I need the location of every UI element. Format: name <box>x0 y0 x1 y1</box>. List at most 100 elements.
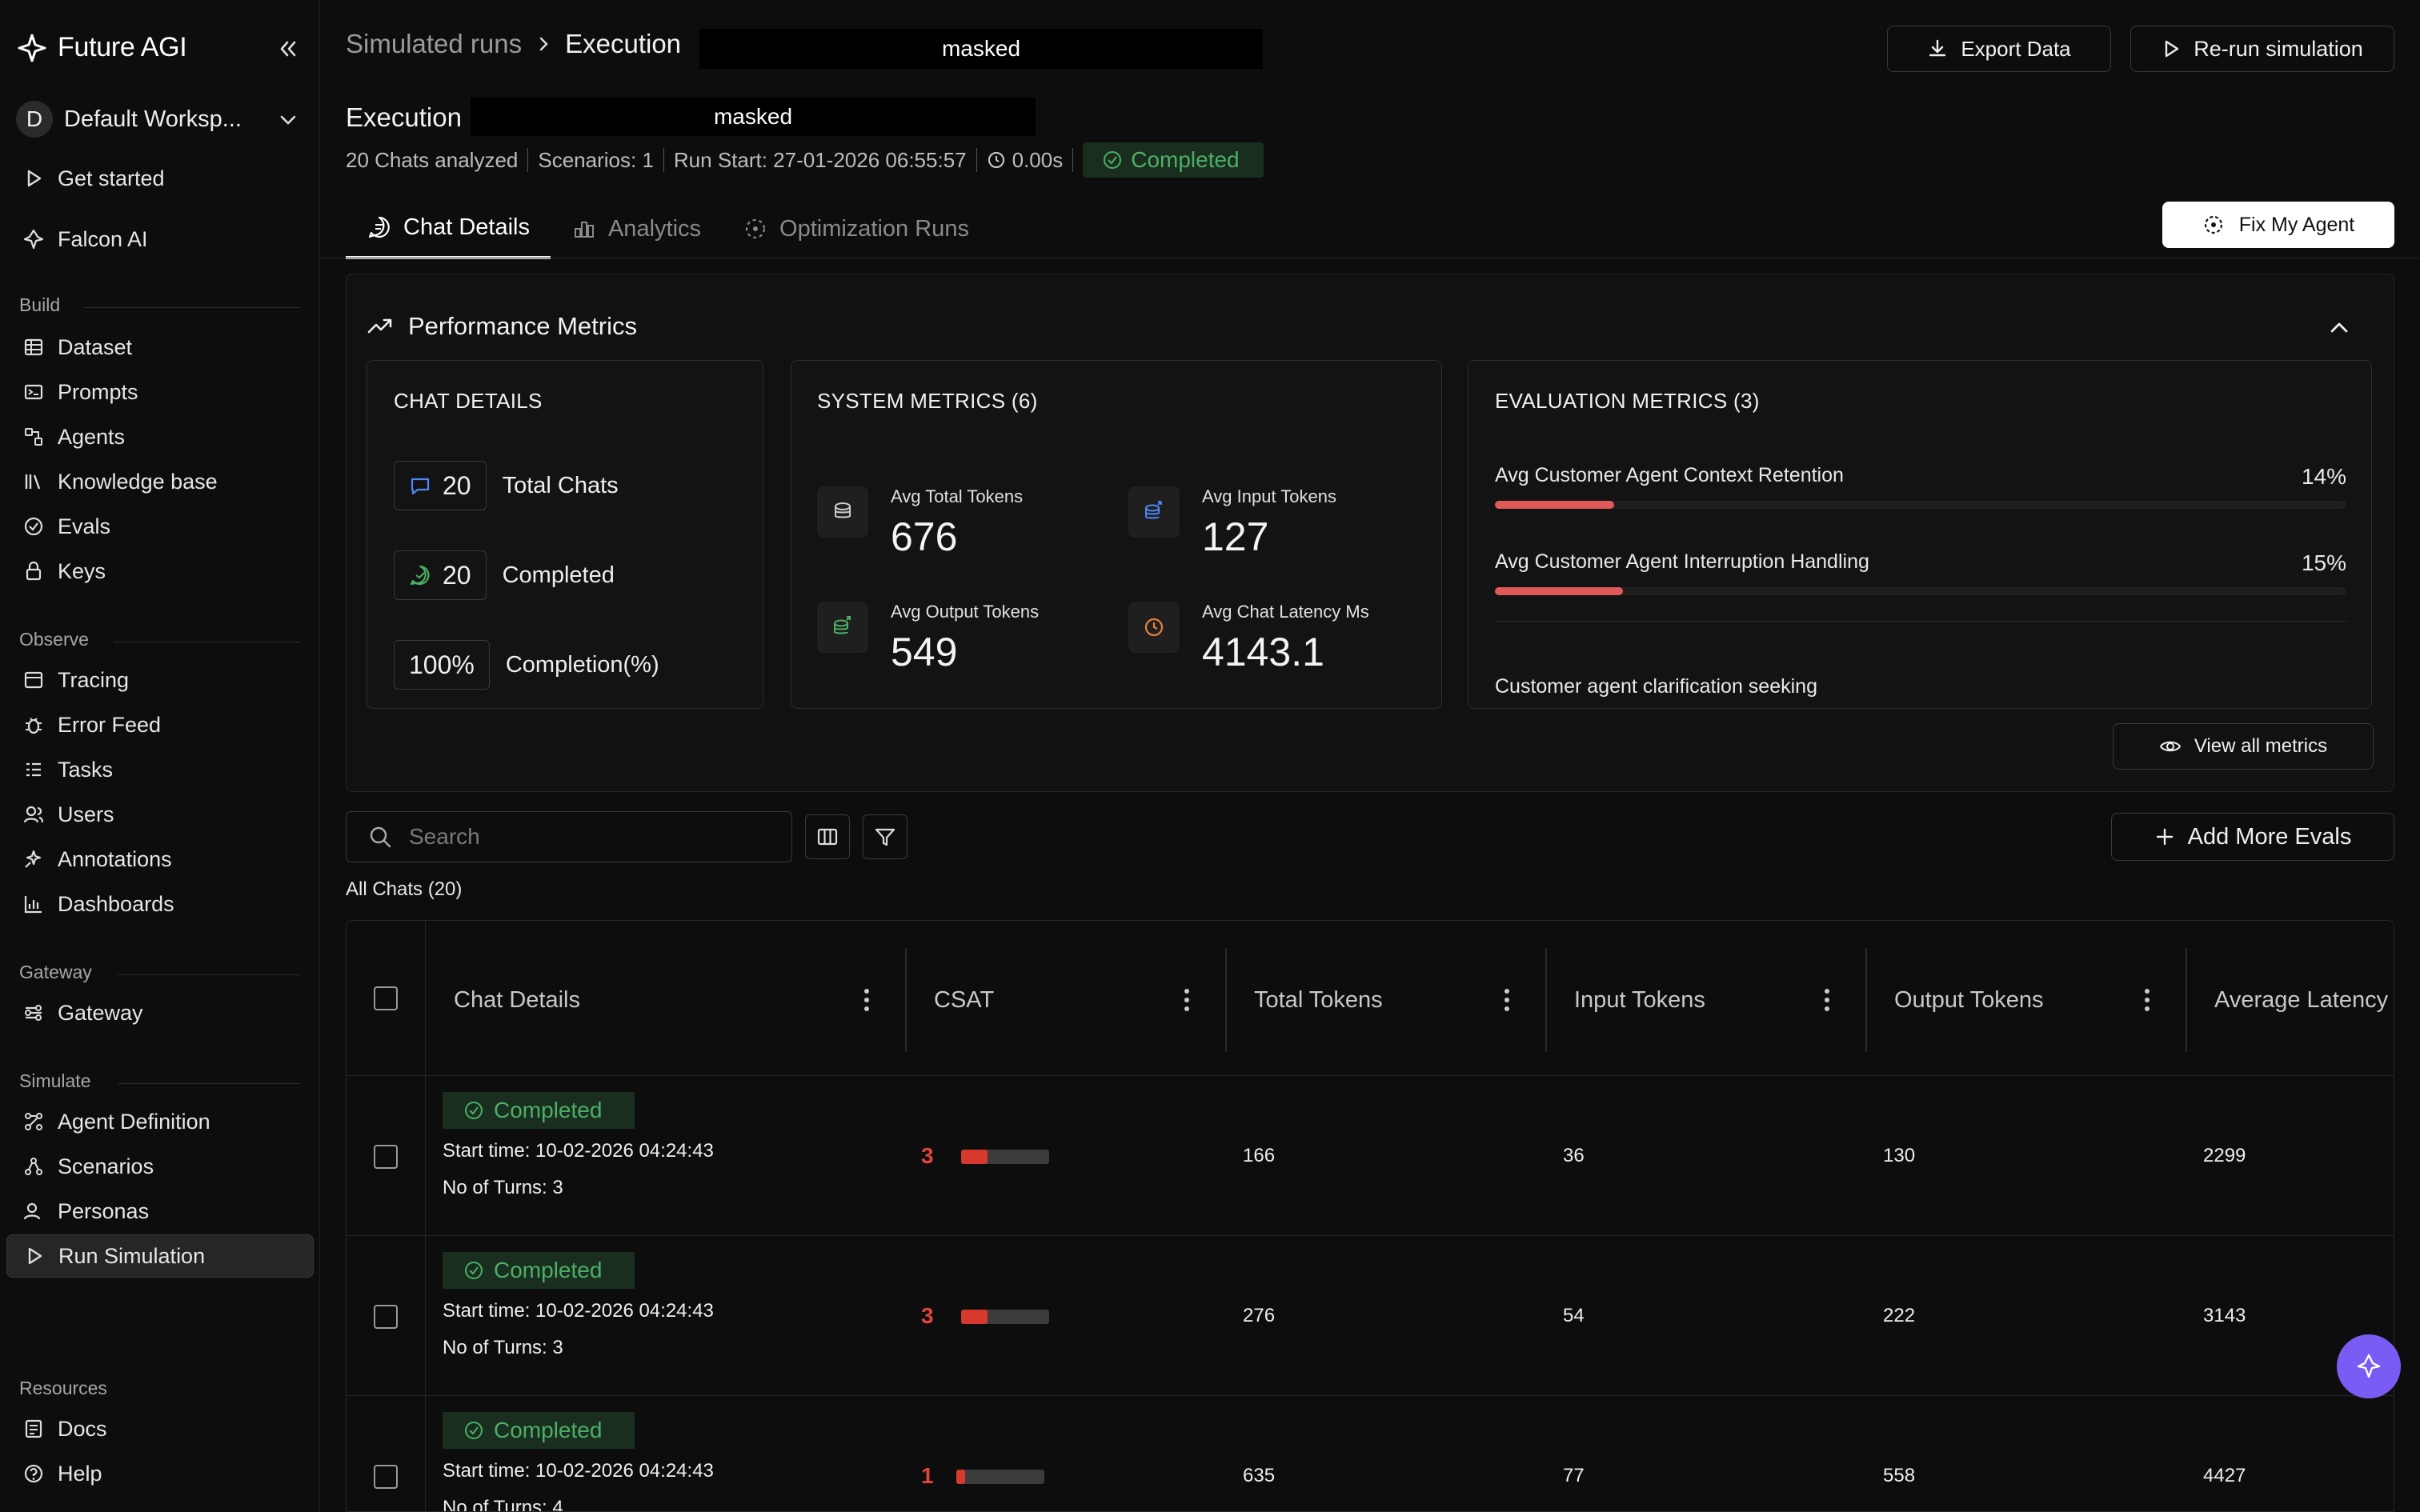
column-header-label: Input Tokens <box>1574 986 1705 1013</box>
export-data-button[interactable]: Export Data <box>1887 26 2111 72</box>
column-header-chat-details[interactable]: Chat Details <box>427 948 907 1052</box>
column-header-output-tokens[interactable]: Output Tokens <box>1867 948 2187 1052</box>
sidebar-item-label: Personas <box>58 1198 150 1223</box>
table-row[interactable]: Completed Start time: 10-02-2026 04:24:4… <box>347 1236 2394 1396</box>
breadcrumb-simulated-runs[interactable]: Simulated runs <box>346 29 523 58</box>
users-icon <box>23 806 44 823</box>
sidebar-item-run-simulation[interactable]: Run Simulation <box>6 1234 314 1278</box>
metric-value: 549 <box>891 630 958 674</box>
tab-label: Chat Details <box>403 214 530 240</box>
sidebar-item-get-started[interactable]: Get started <box>6 157 314 200</box>
workspace-selector[interactable]: D Default Worksp... <box>16 101 304 138</box>
total-chats-box: 20 <box>394 461 487 510</box>
row-checkbox[interactable] <box>374 1305 398 1329</box>
check-circle-icon <box>465 1262 483 1279</box>
eval-metric-interruption-handling: Avg Customer Agent Interruption Handling… <box>1495 550 2346 595</box>
sidebar-item-label: Dashboards <box>58 891 174 916</box>
search-input[interactable] <box>409 824 777 850</box>
checkbox-column-divider <box>425 921 426 1511</box>
chat-details-title: CHAT DETAILS <box>394 389 543 413</box>
meta-divider <box>663 148 664 172</box>
tab-analytics[interactable]: Analytics <box>551 198 722 259</box>
column-header-total-tokens[interactable]: Total Tokens <box>1227 948 1547 1052</box>
sidebar-item-tasks[interactable]: Tasks <box>6 748 314 791</box>
sidebar-item-dataset[interactable]: Dataset <box>6 326 314 369</box>
sidebar-item-dashboards[interactable]: Dashboards <box>6 882 314 926</box>
plus-icon <box>2156 828 2173 846</box>
sidebar-item-tracing[interactable]: Tracing <box>6 658 314 702</box>
output-tokens-cell: 222 <box>1883 1305 1916 1326</box>
sidebar-item-evals[interactable]: Evals <box>6 505 314 548</box>
sidebar-item-keys[interactable]: Keys <box>6 550 314 593</box>
app-logo[interactable]: Future AGI <box>18 32 187 63</box>
more-vertical-icon[interactable] <box>1504 988 1510 1012</box>
eval-metric-context-retention: Avg Customer Agent Context Retention 14% <box>1495 464 2346 509</box>
sidebar-item-help[interactable]: Help <box>6 1452 314 1495</box>
csat-bar-fill <box>961 1150 988 1164</box>
sidebar-item-agents[interactable]: Agents <box>6 415 314 458</box>
filter-button[interactable] <box>863 814 908 859</box>
table-row[interactable]: Completed Start time: 10-02-2026 04:24:4… <box>347 1396 2394 1511</box>
tab-optimization-runs[interactable]: Optimization Runs <box>722 198 990 259</box>
coins-icon <box>817 486 868 538</box>
select-all-checkbox[interactable] <box>374 986 398 1010</box>
status-label: Completed <box>1131 147 1240 172</box>
sidebar-item-knowledge-base[interactable]: Knowledge base <box>6 460 314 503</box>
rerun-simulation-button[interactable]: Re-run simulation <box>2130 26 2394 72</box>
collapse-sidebar-icon[interactable] <box>275 37 299 61</box>
assistant-fab-button[interactable] <box>2337 1334 2401 1398</box>
sidebar-item-label: Scenarios <box>58 1154 154 1178</box>
tracing-icon <box>24 671 43 689</box>
row-checkbox[interactable] <box>374 1465 398 1489</box>
input-tokens-cell: 54 <box>1563 1305 1585 1326</box>
fix-my-agent-button[interactable]: Fix My Agent <box>2162 202 2394 248</box>
logo-icon <box>18 34 46 62</box>
sidebar-section-observe: Observe <box>19 629 89 650</box>
more-vertical-icon[interactable] <box>863 988 870 1012</box>
row-status-badge: Completed <box>443 1092 635 1129</box>
add-more-evals-button[interactable]: Add More Evals <box>2111 813 2394 861</box>
sidebar-item-label: Tasks <box>58 757 114 782</box>
column-header-average-latency[interactable]: Average Latency <box>2187 948 2394 1052</box>
masked-execution-id: masked <box>699 29 1263 69</box>
sidebar-item-gateway[interactable]: Gateway <box>6 991 314 1034</box>
sidebar-item-label: Dataset <box>58 334 133 359</box>
output-tokens-cell: 130 <box>1883 1145 1916 1166</box>
row-turns: No of Turns: 3 <box>443 1337 563 1358</box>
sidebar-item-personas[interactable]: Personas <box>6 1190 314 1233</box>
tab-chat-details[interactable]: Chat Details <box>346 198 551 259</box>
section-divider <box>83 307 300 308</box>
column-header-input-tokens[interactable]: Input Tokens <box>1547 948 1867 1052</box>
table-row[interactable]: Completed Start time: 10-02-2026 04:24:4… <box>347 1076 2394 1236</box>
more-vertical-icon[interactable] <box>1184 988 1190 1012</box>
sidebar-item-prompts[interactable]: Prompts <box>6 370 314 414</box>
columns-button[interactable] <box>805 814 850 859</box>
system-metrics-card <box>791 360 1442 709</box>
sidebar-item-label: Annotations <box>58 846 172 871</box>
view-all-metrics-button[interactable]: View all metrics <box>2113 723 2374 770</box>
chat-details-card <box>367 360 763 709</box>
metric-value: 127 <box>1202 514 1269 559</box>
sidebar-item-scenarios[interactable]: Scenarios <box>6 1145 314 1188</box>
sidebar-item-users[interactable]: Users <box>6 793 314 836</box>
csat-bar-track <box>956 1470 1044 1484</box>
sidebar-section-gateway: Gateway <box>19 962 92 982</box>
column-header-label: Output Tokens <box>1894 986 2044 1013</box>
sidebar-item-label: Agents <box>58 424 126 449</box>
csat-bar-fill <box>956 1470 965 1484</box>
column-header-csat[interactable]: CSAT <box>907 948 1227 1052</box>
sidebar-item-agent-definition[interactable]: Agent Definition <box>6 1100 314 1143</box>
metric-value: 676 <box>891 514 958 559</box>
row-status-label: Completed <box>494 1098 603 1122</box>
sidebar-item-error-feed[interactable]: Error Feed <box>6 703 314 746</box>
sidebar-item-falcon-ai[interactable]: Falcon AI <box>6 218 314 261</box>
more-vertical-icon[interactable] <box>1824 988 1830 1012</box>
collapse-icon[interactable] <box>2326 314 2353 341</box>
row-checkbox[interactable] <box>374 1145 398 1169</box>
agent-definition-icon <box>25 1113 42 1130</box>
add-more-evals-label: Add More Evals <box>2187 823 2352 850</box>
more-vertical-icon[interactable] <box>2144 988 2150 1012</box>
completed-row: 20 Completed <box>394 550 615 600</box>
sidebar-item-docs[interactable]: Docs <box>6 1407 314 1450</box>
sidebar-item-annotations[interactable]: Annotations <box>6 838 314 881</box>
